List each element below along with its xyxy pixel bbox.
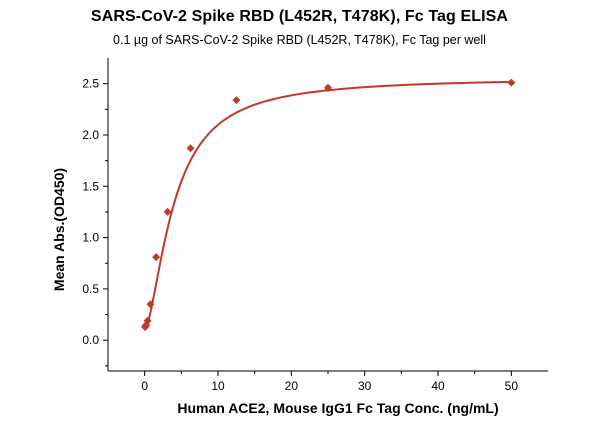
y-tick-label: 2.5 xyxy=(82,77,99,91)
chart-axes xyxy=(107,58,548,372)
data-point xyxy=(143,316,152,325)
data-point xyxy=(324,83,332,92)
chart-subtitle: 0.1 µg of SARS-CoV-2 Spike RBD (L452R, T… xyxy=(113,33,486,47)
x-axis-ticks: 0 10 20 30 40 50 xyxy=(141,371,518,393)
x-tick-label: 40 xyxy=(431,379,445,393)
x-tick-label: 0 xyxy=(141,379,148,393)
data-point xyxy=(146,300,155,309)
x-tick-label: 50 xyxy=(505,379,519,393)
x-tick-label: 10 xyxy=(211,379,225,393)
y-tick-label: 1.5 xyxy=(82,179,99,193)
y-tick-label: 0.5 xyxy=(82,282,99,296)
data-point xyxy=(232,96,241,105)
data-point xyxy=(507,78,516,87)
x-axis-title: Human ACE2, Mouse IgG1 Fc Tag Conc. (ng/… xyxy=(177,400,498,416)
data-points xyxy=(141,78,516,331)
y-axis-ticks: 0.0 0.5 1.0 1.5 2.0 2.5 xyxy=(82,77,108,367)
y-tick-label: 0.0 xyxy=(82,333,99,347)
x-tick-label: 30 xyxy=(358,379,372,393)
y-tick-label: 1.0 xyxy=(82,231,99,245)
data-point xyxy=(163,207,172,216)
y-axis-title: Mean Abs.(OD450) xyxy=(51,168,67,291)
chart-title: SARS-CoV-2 Spike RBD (L452R, T478K), Fc … xyxy=(90,8,509,25)
data-point xyxy=(186,144,195,153)
fit-curve xyxy=(144,80,512,331)
y-tick-label: 2.0 xyxy=(82,128,99,142)
data-point xyxy=(152,253,161,262)
x-tick-label: 20 xyxy=(285,379,299,393)
